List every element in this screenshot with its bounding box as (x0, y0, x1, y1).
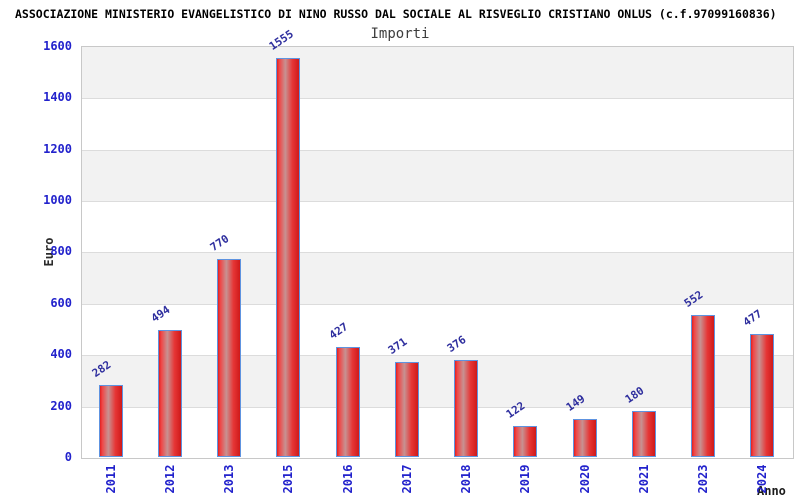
bar-2023 (691, 315, 715, 457)
x-tick-label: 2018 (459, 464, 473, 494)
bar-2017 (395, 362, 419, 457)
y-tick-label: 600 (50, 296, 72, 310)
gridline (82, 201, 793, 202)
y-tick-label: 1200 (43, 142, 72, 156)
y-tick-label: 0 (64, 450, 72, 464)
x-tick-label: 2021 (637, 464, 651, 494)
gridline (82, 407, 793, 408)
bar-2013 (217, 259, 241, 457)
plot-band (82, 47, 793, 99)
x-tick-label: 2011 (104, 464, 118, 494)
page-title: ASSOCIAZIONE MINISTERIO EVANGELISTICO DI… (15, 7, 777, 21)
x-tick-label: 2015 (281, 464, 295, 494)
gridline (82, 252, 793, 253)
bar-2015 (276, 58, 300, 457)
x-tick-label: 2020 (578, 464, 592, 494)
y-tick-label: 800 (50, 244, 72, 258)
y-tick-label: 1000 (43, 193, 72, 207)
bar-2018 (454, 360, 478, 457)
bar-2012 (158, 330, 182, 457)
plot-band (82, 149, 793, 202)
x-axis-label: Anno (757, 484, 786, 498)
bar-2020 (573, 419, 597, 457)
y-tick-label: 1600 (43, 39, 72, 53)
bar-2011 (99, 385, 123, 457)
gridline (82, 355, 793, 356)
bar-2024 (750, 334, 774, 457)
bar-2016 (336, 347, 360, 457)
gridline (82, 98, 793, 99)
plot-band (82, 355, 793, 407)
x-tick-label: 2017 (400, 464, 414, 494)
plot-area (81, 46, 794, 459)
x-tick-label: 2019 (518, 464, 532, 494)
x-tick-label: 2023 (696, 464, 710, 494)
bar-2021 (632, 411, 656, 457)
y-tick-label: 1400 (43, 90, 72, 104)
chart-title: Importi (370, 26, 430, 42)
y-tick-label: 200 (50, 399, 72, 413)
plot-band (82, 252, 793, 304)
x-tick-label: 2013 (222, 464, 236, 494)
bar-2019 (513, 426, 537, 457)
gridline (82, 304, 793, 305)
x-tick-label: 2024 (755, 464, 769, 494)
gridline (82, 150, 793, 151)
y-tick-label: 400 (50, 347, 72, 361)
x-tick-label: 2016 (341, 464, 355, 494)
x-tick-label: 2012 (163, 464, 177, 494)
